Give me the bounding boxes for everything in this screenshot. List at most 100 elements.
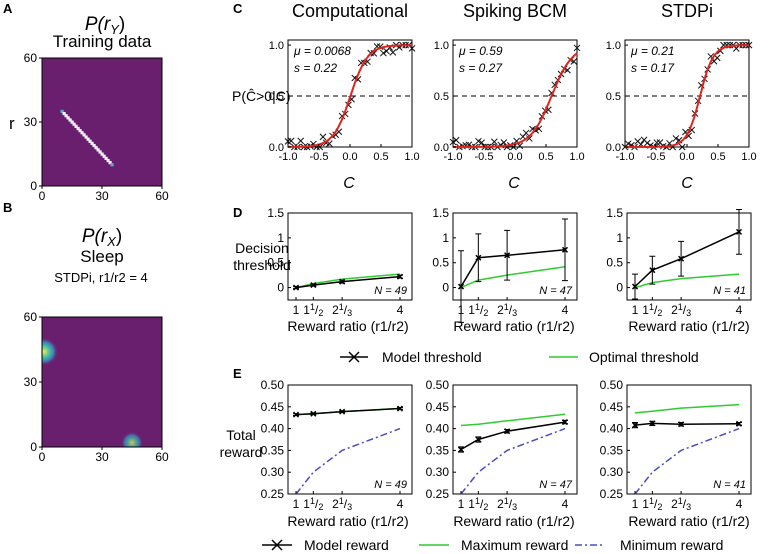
- x-tick-label: 1: [632, 497, 639, 511]
- model-marker: [292, 411, 300, 418]
- x-tick-label: -1.0: [279, 151, 298, 163]
- x-tick-label: 30: [95, 450, 109, 464]
- plot-frame: [626, 212, 752, 301]
- y-tick-label: 0.35: [261, 443, 285, 457]
- panel-letter-c: C: [233, 1, 243, 16]
- model-marker: [475, 254, 482, 261]
- y-tick-label: 0.5: [267, 256, 284, 270]
- heatmap-cell: [102, 154, 106, 158]
- x-tick-label: 60: [155, 189, 169, 203]
- model-marker: [292, 284, 300, 291]
- n-label: N = 49: [374, 285, 407, 297]
- s-annotation: s = 0.27: [459, 61, 503, 75]
- x-tick-label: -0.5: [475, 151, 494, 163]
- line-plot-E3: 1 11/2 21/3 4: [626, 384, 752, 512]
- optimal-threshold-line: [460, 265, 566, 289]
- y-tick-label: 1.5: [432, 206, 449, 220]
- x-tick-label: 0.5: [373, 151, 388, 163]
- plot-frame: [287, 384, 413, 495]
- data-point: [672, 135, 680, 142]
- plot-title: Computational: [292, 1, 408, 21]
- plot-frame: [452, 384, 578, 495]
- plot-frame: [287, 212, 413, 301]
- y-tick-label: 0: [442, 281, 449, 295]
- row-c-ylabel: P(Ĉ>0|C): [232, 88, 290, 104]
- y-tick-label: 0.40: [261, 422, 285, 436]
- panel-b-title: P(rX): [82, 226, 122, 249]
- legend-d-model-label: Model threshold: [382, 349, 482, 365]
- row-e-xlabel-3: Reward ratio (r1/r2): [628, 513, 749, 529]
- model-marker: [631, 422, 639, 429]
- row-d-xlabel-2: Reward ratio (r1/r2): [453, 318, 574, 334]
- row-c-xlabel-1: C: [343, 175, 355, 192]
- x-tick-label: 1: [458, 303, 465, 317]
- x-tick-label: 21/3: [671, 302, 691, 318]
- model-line: [634, 422, 740, 426]
- model-line: [460, 421, 566, 451]
- y-tick-label: 1: [616, 231, 623, 245]
- heatmap-cell: [94, 146, 98, 150]
- y-tick-label: 0.25: [600, 487, 624, 501]
- plot-frame: [626, 384, 752, 495]
- data-point: [389, 48, 397, 56]
- legend-e: Model reward Maximum reward Minimum rewa…: [262, 537, 723, 553]
- legend-e-model-marker: [271, 539, 283, 551]
- data-point: [490, 138, 498, 146]
- row-d-xlabel-1: Reward ratio (r1/r2): [287, 318, 408, 334]
- heatmap-cell: [70, 120, 74, 124]
- s-annotation: s = 0.22: [294, 61, 337, 75]
- y-tick-label: 60: [24, 310, 38, 324]
- y-tick-label: 0: [277, 281, 284, 295]
- x-tick-label: 1: [458, 497, 465, 511]
- minimum-reward-line: [295, 427, 401, 495]
- data-point: [653, 139, 661, 146]
- maximum-reward-line: [634, 403, 740, 414]
- row-e-xlabel-1: Reward ratio (r1/r2): [287, 513, 408, 529]
- heatmap-cell: [82, 133, 86, 137]
- model-marker: [504, 428, 511, 435]
- row-e-xlabel-2: Reward ratio (r1/r2): [453, 513, 574, 529]
- model-line: [460, 249, 566, 287]
- row-c-xlabel-2: C: [508, 175, 520, 192]
- model-marker: [475, 436, 482, 443]
- x-tick-label: 21/3: [497, 496, 517, 512]
- y-tick-label: 0.50: [426, 378, 450, 392]
- row-e-ylabel-2: reward: [220, 444, 263, 460]
- y-tick-label: 1.5: [606, 206, 623, 220]
- panel-b-subtitle: Sleep: [80, 247, 123, 266]
- n-label: N = 41: [713, 479, 746, 491]
- heatmap-cell: [110, 163, 114, 167]
- mu-annotation: μ = 0.59: [458, 44, 503, 58]
- row-d-ylabel-2: threshold: [233, 257, 291, 273]
- x-tick-label: 11/2: [468, 496, 488, 512]
- x-tick-label: 4: [736, 497, 743, 511]
- y-tick-label: 0.40: [600, 422, 624, 436]
- panel-letter-d: D: [233, 205, 242, 220]
- x-tick-label: 11/2: [642, 302, 662, 318]
- model-marker: [396, 273, 404, 280]
- model-marker: [561, 419, 569, 426]
- x-tick-label: 1: [293, 303, 300, 317]
- y-tick-label: 0.5: [432, 256, 449, 270]
- model-marker: [396, 405, 404, 412]
- fit-curve: [625, 44, 749, 148]
- data-point: [573, 44, 581, 52]
- line-plot-D1: 1 11/2 21/3 4: [287, 212, 413, 318]
- panel-a-title: P(rY): [85, 14, 125, 37]
- x-tick-label: 21/3: [332, 302, 352, 318]
- model-line: [634, 231, 740, 288]
- x-tick-label: 0.0: [342, 151, 357, 163]
- line-plot-D2: 1 11/2 21/3 4: [452, 212, 578, 323]
- x-tick-label: 0.5: [710, 151, 725, 163]
- data-point: [408, 45, 416, 52]
- heatmap-cell: [64, 114, 68, 118]
- s-annotation: s = 0.17: [631, 61, 675, 75]
- row-d-xlabel-3: Reward ratio (r1/r2): [628, 318, 749, 334]
- x-tick-label: 0.5: [538, 151, 553, 163]
- model-marker: [678, 421, 685, 428]
- y-tick-label: 0: [616, 281, 623, 295]
- density-blob: [121, 431, 143, 447]
- x-tick-label: -0.5: [647, 151, 666, 163]
- heatmap-cell: [72, 122, 76, 126]
- y-tick-label: 1.0: [434, 40, 449, 52]
